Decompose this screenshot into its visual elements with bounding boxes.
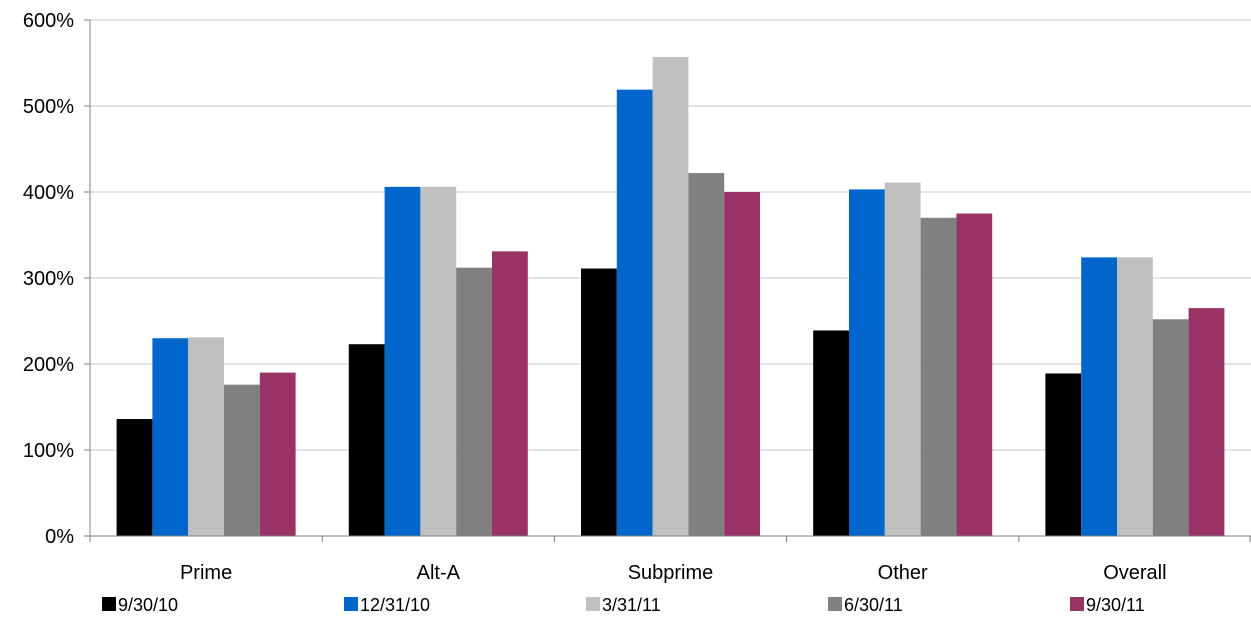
y-tick-label: 600% [23, 10, 74, 32]
bar [884, 182, 921, 537]
category-label: Overall [1103, 562, 1166, 584]
legend-swatch [102, 597, 116, 611]
bar [616, 89, 653, 536]
legend-label: 9/30/10 [118, 595, 178, 615]
bar [1117, 257, 1153, 536]
bar [688, 173, 725, 536]
legend-label: 6/30/11 [844, 595, 903, 615]
bar [116, 419, 153, 536]
bar [956, 213, 993, 536]
bar [348, 344, 385, 536]
bar [724, 192, 760, 536]
bar [259, 372, 296, 536]
y-tick-label: 500% [23, 96, 74, 118]
bar [1188, 308, 1225, 536]
bar [652, 56, 689, 536]
bar [1045, 373, 1082, 536]
category-label: Alt-A [417, 562, 461, 584]
bar [456, 267, 492, 536]
legend-item: 12/31/10 [344, 595, 430, 615]
y-tick-label: 300% [23, 268, 74, 290]
y-tick-label: 100% [23, 440, 74, 462]
bar [813, 330, 849, 536]
y-tick-label: 0% [45, 526, 74, 548]
category-label: Other [878, 562, 928, 584]
axes [84, 19, 1251, 542]
legend-label: 12/31/10 [360, 595, 430, 615]
bar [1081, 257, 1117, 536]
legend-swatch [586, 597, 600, 611]
y-tick-labels: 0% 100% 200% 300% 400% 500% 600% [23, 10, 74, 548]
legend-label: 9/30/11 [1086, 595, 1145, 615]
legend-swatch [344, 597, 358, 611]
bar [420, 186, 457, 536]
category-labels: Prime Alt-A Subprime Other Overall [180, 562, 1167, 584]
bar [224, 384, 260, 536]
bar [849, 189, 885, 537]
bar [920, 217, 957, 537]
category-label: Prime [180, 562, 232, 584]
legend: 9/30/10 12/31/10 3/31/11 6/30/11 9/30/11 [102, 595, 1145, 615]
bar [492, 251, 528, 536]
legend-item: 9/30/11 [1070, 595, 1145, 615]
legend-item: 3/31/11 [586, 595, 661, 615]
legend-label: 3/31/11 [602, 595, 661, 615]
bar [1152, 319, 1189, 536]
bar [188, 337, 224, 536]
legend-swatch [828, 597, 842, 611]
bars [116, 56, 1225, 537]
bar [581, 268, 617, 536]
legend-item: 6/30/11 [828, 595, 903, 615]
bar [152, 338, 189, 536]
y-tick-label: 400% [23, 182, 74, 204]
bar [384, 186, 421, 536]
category-label: Subprime [628, 562, 714, 584]
y-tick-label: 200% [23, 354, 74, 376]
legend-item: 9/30/10 [102, 595, 178, 615]
legend-swatch [1070, 597, 1084, 611]
